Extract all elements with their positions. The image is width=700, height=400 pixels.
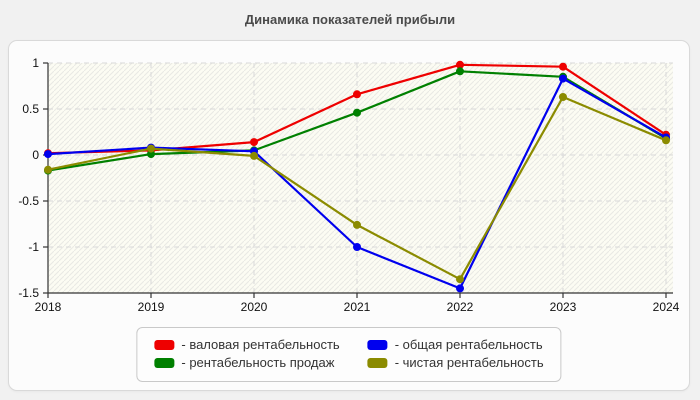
data-point	[456, 67, 464, 76]
legend-label: - общая рентабельность	[394, 337, 543, 352]
legend-item: - рентабельность продаж	[154, 355, 339, 370]
legend-label: - рентабельность продаж	[181, 355, 335, 370]
gridlines	[48, 62, 673, 293]
legend-item: - общая рентабельность	[367, 337, 544, 352]
legend: - валовая рентабельность - общая рентабел…	[136, 327, 562, 382]
legend-item: - валовая рентабельность	[154, 337, 340, 352]
svg-text:-1: -1	[28, 240, 39, 254]
data-point	[559, 93, 567, 101]
svg-text:2020: 2020	[241, 300, 268, 314]
legend-label: - валовая рентабельность	[181, 337, 340, 352]
svg-text:-1.5: -1.5	[18, 286, 39, 300]
axes	[43, 62, 673, 298]
data-point	[44, 150, 52, 159]
svg-text:0: 0	[32, 148, 39, 162]
data-point	[559, 62, 567, 71]
series-3	[44, 93, 670, 284]
svg-text:0.5: 0.5	[22, 102, 39, 116]
data-point	[250, 138, 258, 147]
svg-text:1: 1	[32, 56, 39, 70]
data-point	[250, 151, 258, 160]
data-point	[559, 74, 567, 83]
svg-text:2018: 2018	[35, 300, 62, 314]
data-point	[353, 243, 361, 251]
plot-area	[48, 63, 673, 293]
svg-text:2019: 2019	[138, 300, 165, 314]
data-point	[456, 284, 464, 293]
data-point	[353, 220, 361, 229]
data-point	[353, 108, 361, 117]
legend-swatch	[154, 357, 175, 368]
svg-text:2021: 2021	[344, 300, 371, 314]
y-axis-labels: 1 0.5 0 -0.5 -1 -1.5	[18, 56, 39, 300]
legend-swatch	[367, 339, 388, 350]
data-point	[44, 165, 52, 174]
legend-item: - чистая рентабельность	[367, 355, 544, 370]
data-point	[147, 150, 155, 159]
legend-swatch	[367, 357, 388, 368]
legend-label: - чистая рентабельность	[394, 355, 544, 370]
svg-text:2024: 2024	[653, 300, 680, 314]
data-point	[662, 136, 670, 145]
chart-panel: 1 0.5 0 -0.5 -1 -1.5 2018 2019 2020 2021 2022 2023 2…	[8, 40, 690, 391]
data-point	[353, 90, 361, 99]
x-axis-labels: 2018 2019 2020 2021 2022 2023 2024	[35, 300, 680, 314]
legend-swatch	[154, 339, 175, 350]
data-point	[456, 60, 464, 69]
data-point	[456, 275, 464, 284]
svg-text:2022: 2022	[447, 300, 474, 314]
data-point	[147, 144, 155, 153]
svg-text:-0.5: -0.5	[18, 194, 39, 208]
svg-text:2023: 2023	[550, 300, 577, 314]
chart-title: Динамика показателей прибыли	[244, 12, 456, 27]
